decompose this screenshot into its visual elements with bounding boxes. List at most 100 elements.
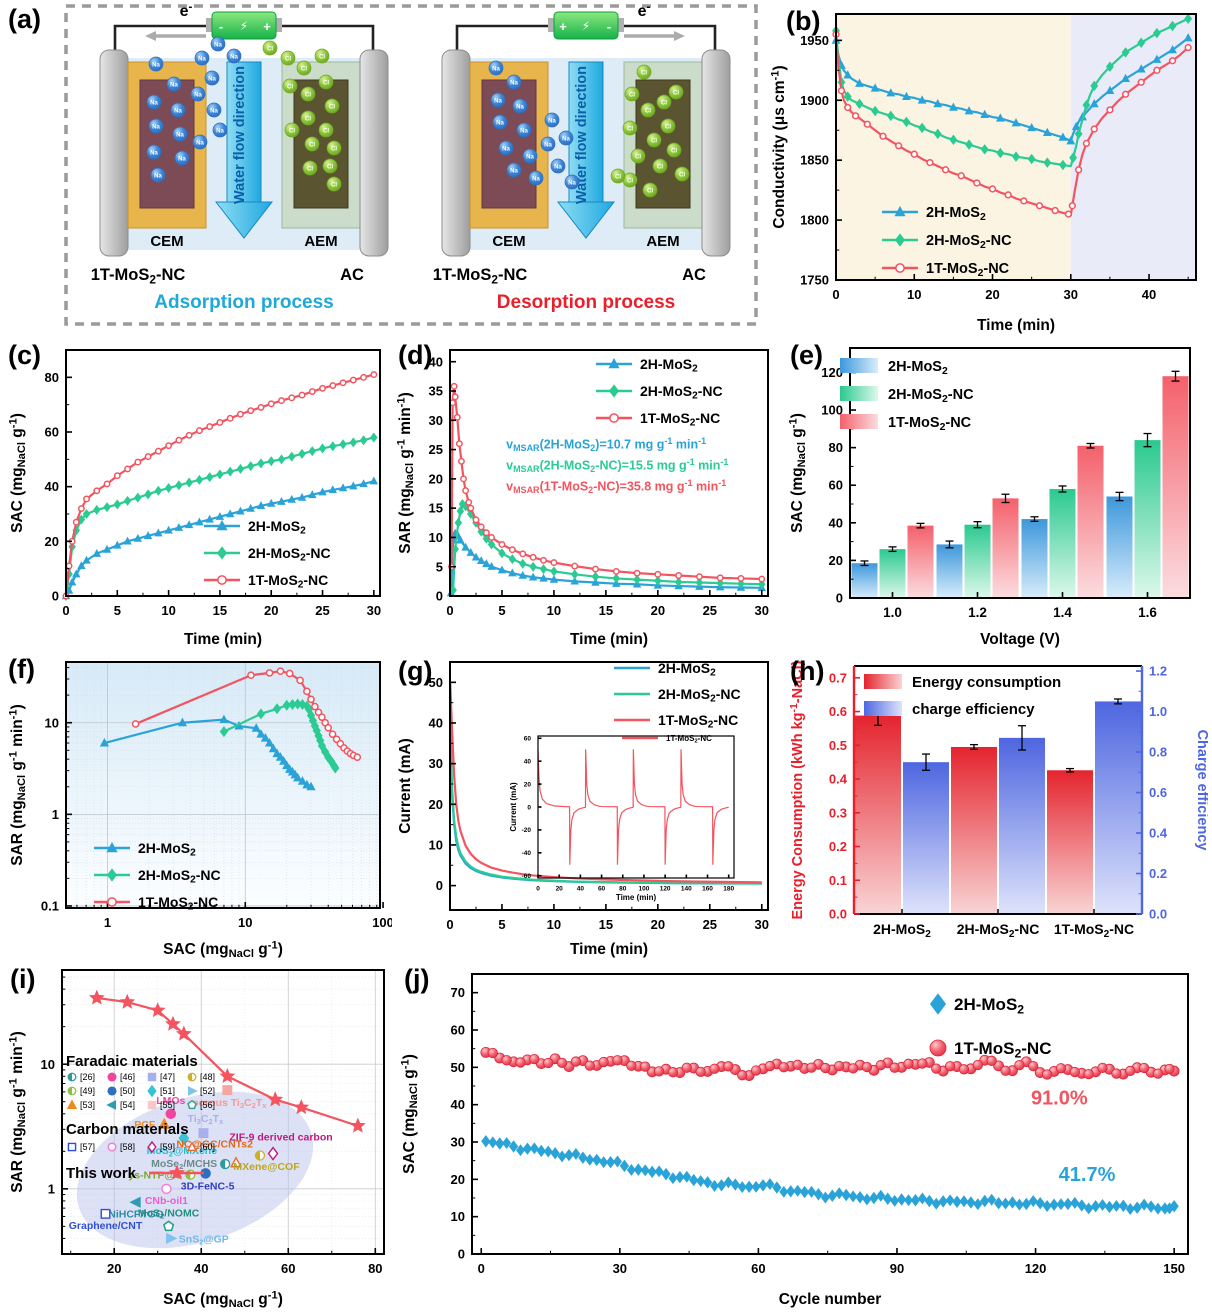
svg-text:1T-MoS2-NC: 1T-MoS2-NC <box>666 734 712 745</box>
svg-text:120: 120 <box>660 886 671 893</box>
svg-text:0.1: 0.1 <box>829 873 847 888</box>
svg-text:180: 180 <box>723 886 734 893</box>
svg-text:SAR (mgNaCl g-1 min-1): SAR (mgNaCl g-1 min-1) <box>8 704 28 866</box>
svg-text:30: 30 <box>755 917 769 932</box>
svg-text:ZIF-9 derived carbon: ZIF-9 derived carbon <box>229 1132 332 1144</box>
svg-text:e-: e- <box>180 1 193 20</box>
svg-text:Cl: Cl <box>331 182 337 188</box>
svg-text:SAC (mgNaCl g-1): SAC (mgNaCl g-1) <box>163 1290 283 1311</box>
svg-text:[59]: [59] <box>160 1142 175 1152</box>
svg-text:[46]: [46] <box>120 1072 135 1082</box>
svg-text:2H-MoS2: 2H-MoS2 <box>954 995 1024 1016</box>
svg-text:30: 30 <box>367 603 381 618</box>
svg-text:Cl: Cl <box>657 164 663 170</box>
svg-text:60: 60 <box>751 1261 765 1276</box>
svg-text:40: 40 <box>429 354 443 369</box>
svg-text:30: 30 <box>755 603 769 618</box>
panel-j: (j) 0 30 60 90 120 150 0 10 20 30 40 50 60 70 Cycle nu… <box>400 962 1208 1312</box>
svg-text:1T-MoS2-NC: 1T-MoS2-NC <box>658 712 738 731</box>
svg-text:Na: Na <box>548 118 556 124</box>
svg-text:30: 30 <box>1064 287 1078 302</box>
svg-text:Cl: Cl <box>665 124 671 130</box>
svg-text:0.3: 0.3 <box>829 805 847 820</box>
svg-text:Charge efficiency: Charge efficiency <box>1194 730 1208 851</box>
svg-text:Na: Na <box>210 108 218 114</box>
svg-text:1.4: 1.4 <box>1053 605 1072 620</box>
svg-text:Cl: Cl <box>645 108 651 114</box>
svg-text:Na: Na <box>492 66 500 72</box>
svg-text:3D-FeNC-5: 3D-FeNC-5 <box>181 1180 235 1192</box>
svg-text:1T-MoS2-NC: 1T-MoS2-NC <box>1054 921 1134 940</box>
svg-text:Faradaic materials: Faradaic materials <box>66 1053 198 1070</box>
svg-text:Na: Na <box>496 120 504 126</box>
svg-text:SAC (mgNaCl g-1): SAC (mgNaCl g-1) <box>8 413 28 533</box>
svg-text:0: 0 <box>478 1261 485 1276</box>
svg-text:Desorption process: Desorption process <box>497 292 675 313</box>
svg-text:25: 25 <box>429 442 443 457</box>
svg-text:20: 20 <box>264 603 278 618</box>
svg-text:100: 100 <box>372 915 392 930</box>
svg-text:2H-MoS2-NC: 2H-MoS2-NC <box>926 233 1012 251</box>
svg-text:Cl: Cl <box>651 138 657 144</box>
svg-text:20: 20 <box>985 287 999 302</box>
svg-text:10: 10 <box>429 530 443 545</box>
svg-text:Na: Na <box>150 100 158 106</box>
svg-text:10: 10 <box>547 917 561 932</box>
svg-text:Na: Na <box>196 140 204 146</box>
svg-text:2H-MoS2: 2H-MoS2 <box>248 518 306 537</box>
svg-text:160: 160 <box>702 886 713 893</box>
panel-b-label: (b) <box>786 6 821 36</box>
svg-text:25: 25 <box>703 603 717 618</box>
svg-text:[49]: [49] <box>80 1086 95 1096</box>
svg-text:Cl: Cl <box>323 80 329 86</box>
svg-text:1T-MoS2-NC: 1T-MoS2-NC <box>138 894 218 913</box>
svg-text:Cl: Cl <box>323 128 329 134</box>
svg-text:Cl: Cl <box>331 146 337 152</box>
svg-text:MoS2/NOMC: MoS2/NOMC <box>138 1207 200 1220</box>
svg-text:vMSAR(2H-MoS2)=10.7 mg g-1 min: vMSAR(2H-MoS2)=10.7 mg g-1 min-1 <box>506 436 706 453</box>
svg-text:+: + <box>559 19 567 34</box>
svg-text:1.2: 1.2 <box>1149 664 1167 679</box>
svg-text:0: 0 <box>832 287 839 302</box>
svg-text:15: 15 <box>599 603 613 618</box>
svg-text:Cl: Cl <box>307 166 313 172</box>
svg-text:SAR (mgNaCl g-1 min-1): SAR (mgNaCl g-1 min-1) <box>396 392 416 554</box>
svg-text:10: 10 <box>41 1057 55 1072</box>
svg-text:80: 80 <box>45 370 59 385</box>
svg-text:NC@GC/CNTs2: NC@GC/CNTs2 <box>176 1139 253 1151</box>
svg-text:80: 80 <box>829 440 843 455</box>
svg-text:0.6: 0.6 <box>829 704 847 719</box>
svg-text:0: 0 <box>436 878 443 893</box>
svg-text:LMOs: LMOs <box>156 1095 185 1107</box>
panel-e-voltage-bars: 1.0 1.2 1.4 1.6 0 20 40 60 80 100 120 Voltage (V) SA… <box>788 347 1191 648</box>
svg-text:10: 10 <box>238 915 252 930</box>
panel-b: (b) 0 10 20 30 40 1750 1800 1850 1900 1950 Time (m… <box>770 0 1212 338</box>
svg-text:AEM: AEM <box>646 233 679 250</box>
svg-text:Na: Na <box>516 104 524 110</box>
svg-text:Carbon materials: Carbon materials <box>66 1121 189 1138</box>
svg-text:[51]: [51] <box>160 1086 175 1096</box>
svg-text:Graphene/CNT: Graphene/CNT <box>69 1220 143 1232</box>
svg-text:25: 25 <box>315 603 329 618</box>
panel-a: (a) - + ⚡ e- Water flow direction Na Na Na Na Na N… <box>8 0 760 338</box>
svg-text:0.2: 0.2 <box>1149 866 1167 881</box>
svg-text:Cl: Cl <box>327 164 333 170</box>
svg-text:1.0: 1.0 <box>883 605 902 620</box>
svg-text:Na: Na <box>532 176 540 182</box>
panel-f-ragone-chart: 1 10 100 0.1 1 10 SAC (mgNaCl g-1) SAR (mgNaCl … <box>8 661 392 960</box>
panel-b-conductivity-chart: 0 10 20 30 40 1750 1800 1850 1900 1950 Time (min) C… <box>770 13 1197 334</box>
svg-text:5: 5 <box>114 603 121 618</box>
svg-text:⚡: ⚡ <box>582 19 590 33</box>
svg-text:NiHCF/rGO: NiHCF/rGO <box>108 1208 163 1220</box>
svg-text:SAC (mgNaCl g-1): SAC (mgNaCl g-1) <box>400 1054 420 1174</box>
svg-text:25: 25 <box>703 917 717 932</box>
panel-d-sar-chart: 0 5 10 15 20 25 30 0 5 10 15 20 25 30 35 40 Time (min) SA… <box>396 349 769 648</box>
svg-text:5: 5 <box>498 917 505 932</box>
svg-text:Cl: Cl <box>615 174 621 180</box>
svg-text:[54]: [54] <box>120 1100 135 1110</box>
svg-text:AC: AC <box>340 266 364 284</box>
svg-text:[50]: [50] <box>120 1086 135 1096</box>
panel-g-label: (g) <box>398 656 433 686</box>
svg-text:20: 20 <box>829 553 843 568</box>
svg-text:Adsorption process: Adsorption process <box>154 292 333 313</box>
